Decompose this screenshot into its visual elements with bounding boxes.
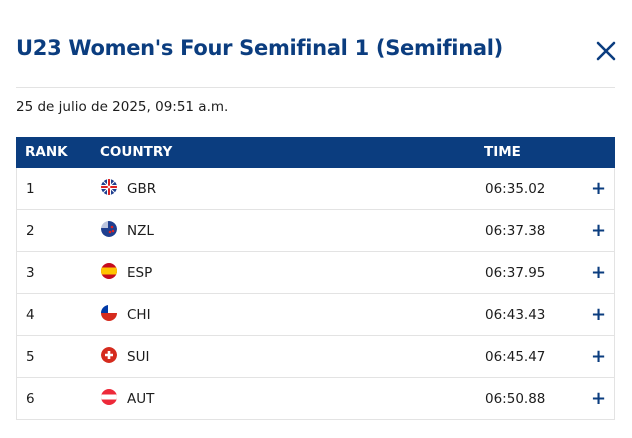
time: 06:45.47 xyxy=(485,349,546,365)
country: SUI xyxy=(127,349,150,365)
table-header: RANK COUNTRY TIME xyxy=(16,137,615,168)
column-header: RANK xyxy=(25,144,68,160)
expand-button[interactable]: + xyxy=(591,304,607,325)
result-row: 4 CHI 06:43.43 + xyxy=(16,294,615,336)
race-date: 25 de julio de 2025, 09:51 a.m. xyxy=(16,99,229,115)
flag-icon xyxy=(101,221,117,237)
close-button[interactable] xyxy=(596,41,616,61)
expand-button[interactable]: + xyxy=(591,220,607,241)
time: 06:43.43 xyxy=(485,307,546,323)
flag-icon xyxy=(101,179,117,195)
country: NZL xyxy=(127,223,154,239)
flag-icon xyxy=(101,389,117,405)
country: GBR xyxy=(127,181,157,197)
flag-icon xyxy=(101,347,117,363)
rank: 6 xyxy=(26,391,35,407)
column-header: COUNTRY xyxy=(100,144,173,160)
expand-button[interactable]: + xyxy=(591,262,607,283)
rank: 2 xyxy=(26,223,35,239)
rank: 1 xyxy=(26,181,35,197)
time: 06:37.95 xyxy=(485,265,546,281)
rank: 5 xyxy=(26,349,35,365)
result-row: 6 AUT 06:50.88 + xyxy=(16,378,615,420)
table-body: 1 GBR 06:35.02 +2 NZL 06:37.38 +3 ESP 06:37.95 +4… xyxy=(16,168,615,420)
result-row: 5 SUI 06:45.47 + xyxy=(16,336,615,378)
expand-button[interactable]: + xyxy=(591,346,607,367)
expand-button[interactable]: + xyxy=(591,388,607,409)
time: 06:37.38 xyxy=(485,223,546,239)
expand-button[interactable]: + xyxy=(591,178,607,199)
country: CHI xyxy=(127,307,151,323)
result-row: 3 ESP 06:37.95 + xyxy=(16,252,615,294)
rank: 4 xyxy=(26,307,35,323)
rank: 3 xyxy=(26,265,35,281)
modal-title: U23 Women's Four Semifinal 1 (Semifinal) xyxy=(16,36,503,60)
divider xyxy=(16,87,615,88)
time: 06:50.88 xyxy=(485,391,546,407)
result-row: 1 GBR 06:35.02 + xyxy=(16,168,615,210)
flag-icon xyxy=(101,263,117,279)
country: ESP xyxy=(127,265,153,281)
flag-icon xyxy=(101,305,117,321)
result-row: 2 NZL 06:37.38 + xyxy=(16,210,615,252)
column-header: TIME xyxy=(484,144,521,160)
country: AUT xyxy=(127,391,155,407)
time: 06:35.02 xyxy=(485,181,546,197)
